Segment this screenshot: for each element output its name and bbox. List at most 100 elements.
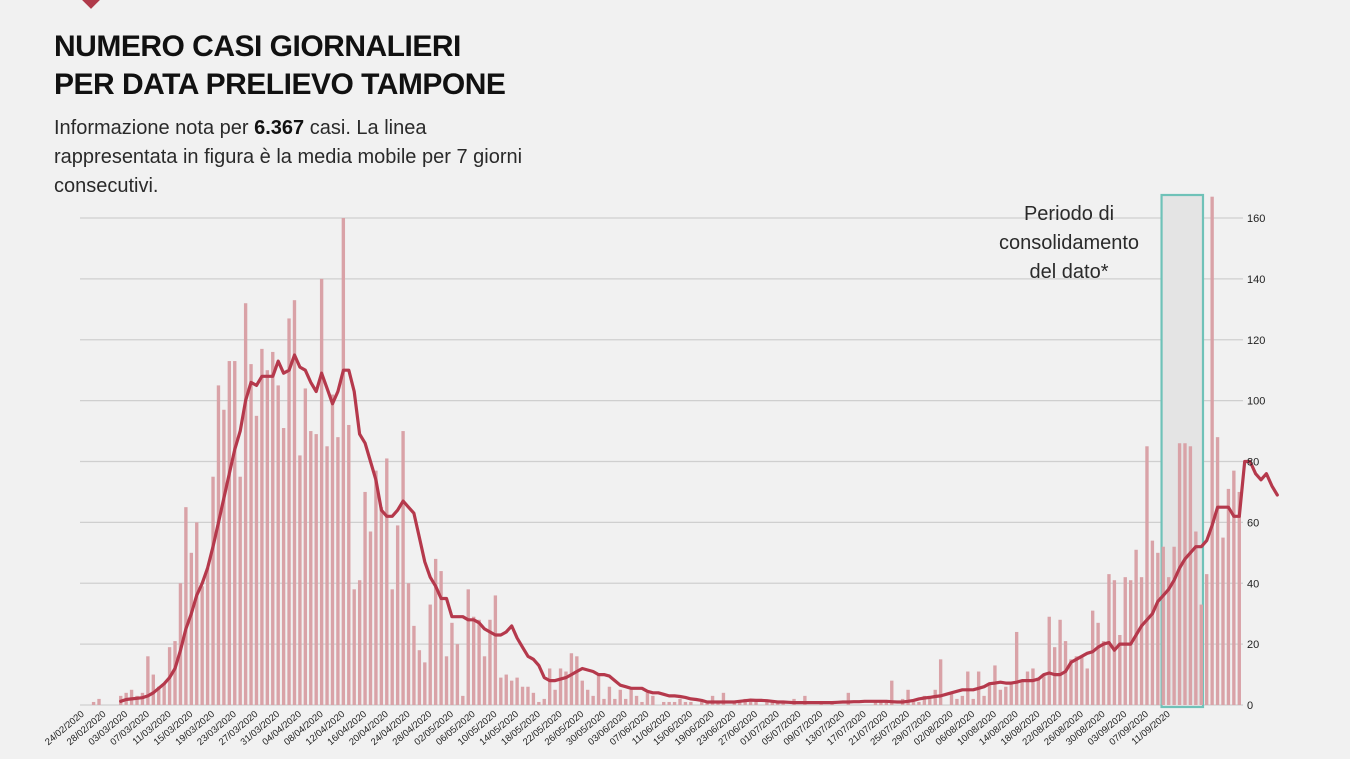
daily-case-bar [488, 619, 492, 705]
daily-case-bar [548, 668, 552, 705]
daily-case-bar [1183, 443, 1187, 705]
daily-case-bar [1085, 668, 1089, 705]
daily-case-bar [955, 698, 959, 705]
daily-case-bar [1145, 446, 1149, 705]
subtitle-suffix: casi. La linea rappresentata in figura è… [54, 117, 523, 197]
daily-case-bar [1107, 574, 1111, 705]
daily-case-bar [461, 695, 465, 705]
daily-case-bar [678, 698, 682, 705]
daily-case-bar [613, 698, 617, 705]
moving-average-line-group [119, 353, 1279, 705]
daily-case-bar [846, 692, 851, 705]
daily-case-bar [97, 698, 101, 705]
daily-case-bar [1194, 531, 1198, 705]
daily-case-bar [493, 595, 498, 705]
daily-case-bar [580, 680, 584, 705]
chart-title-line-1: NUMERO CASI GIORNALIERI [54, 30, 461, 63]
daily-case-bar [721, 692, 726, 705]
daily-case-bar [195, 522, 199, 705]
daily-case-bar [700, 701, 704, 705]
daily-case-bar [243, 303, 248, 705]
daily-case-bar [330, 394, 335, 705]
daily-case-bar [471, 616, 476, 705]
daily-case-bar [1004, 686, 1008, 705]
daily-case-bar [254, 415, 259, 705]
chart-subtitle: Informazione nota per 6.367 casi. La lin… [54, 114, 524, 201]
daily-case-bar [477, 619, 481, 705]
daily-case-bar [564, 671, 568, 705]
daily-case-bar [1232, 470, 1236, 705]
daily-case-bar [928, 698, 932, 705]
daily-case-bar [971, 698, 975, 705]
y-tick-label: 160 [1247, 213, 1265, 225]
daily-case-bar [325, 446, 329, 705]
daily-case-bar [911, 701, 916, 705]
daily-case-bar [504, 674, 508, 705]
daily-case-bar [276, 385, 280, 705]
subtitle-prefix: Informazione nota per [54, 117, 249, 139]
daily-case-bar [444, 656, 449, 705]
daily-case-bar [803, 695, 807, 705]
daily-case-bar [211, 476, 215, 705]
chart-title-line-2: PER DATA PRELIEVO TAMPONE [54, 68, 506, 101]
daily-case-bar [227, 361, 232, 705]
y-tick-label: 100 [1247, 396, 1265, 408]
daily-case-bar [379, 507, 384, 705]
daily-case-bar [238, 476, 242, 705]
daily-case-bar [1215, 437, 1220, 705]
daily-case-bar [200, 586, 204, 705]
daily-case-bar [1167, 577, 1171, 705]
daily-case-bar [542, 698, 546, 705]
daily-case-bar [1134, 549, 1138, 705]
daily-case-bar [433, 558, 438, 705]
daily-case-bar [292, 300, 297, 705]
daily-case-bar [1210, 196, 1214, 705]
daily-case-bar [922, 695, 927, 705]
daily-case-bar [575, 656, 579, 705]
daily-case-bar [667, 701, 671, 705]
daily-case-bar [423, 662, 427, 705]
daily-case-bar [1047, 616, 1051, 705]
daily-case-bar [1036, 677, 1041, 705]
daily-case-bar [672, 701, 677, 705]
daily-case-bar [640, 701, 644, 705]
daily-case-bar [949, 692, 954, 705]
chart-title: NUMERO CASI GIORNALIERI PER DATA PRELIEV… [54, 28, 506, 104]
daily-case-bar [629, 689, 633, 705]
daily-case-bar [385, 458, 389, 705]
daily-case-bar [520, 686, 525, 705]
daily-case-bar [216, 385, 221, 705]
annotation-group: Periodo di consolidamento del dato* [999, 203, 1139, 283]
daily-case-bar [509, 680, 514, 705]
daily-case-bar [1221, 537, 1225, 705]
daily-case-bar [357, 580, 362, 705]
consolidation-annotation-line: del dato* [1030, 261, 1109, 283]
daily-case-bar [271, 351, 275, 705]
daily-case-bar [314, 434, 318, 705]
daily-case-bar [146, 656, 150, 705]
daily-case-bar [982, 695, 986, 705]
daily-case-bar [602, 698, 606, 705]
daily-case-bar [363, 491, 367, 705]
daily-case-bar [591, 695, 595, 705]
daily-case-bar [260, 348, 264, 705]
y-tick-label: 20 [1247, 639, 1259, 651]
daily-case-bar [450, 622, 454, 705]
daily-case-bar [1101, 641, 1106, 705]
daily-case-bar [884, 701, 889, 705]
daily-case-bar [890, 680, 894, 705]
daily-case-bar [651, 695, 655, 705]
daily-case-bar [770, 701, 774, 705]
daily-case-bar [1188, 446, 1193, 705]
daily-case-bar [1172, 546, 1176, 705]
daily-case-bar [390, 589, 394, 705]
daily-case-bar [553, 689, 557, 705]
daily-case-bar [1205, 574, 1209, 705]
daily-case-bar [222, 409, 226, 705]
daily-case-bar [879, 701, 883, 705]
daily-case-bar [1177, 443, 1182, 705]
daily-case-bar [1042, 674, 1046, 705]
daily-case-bar [689, 701, 693, 705]
y-tick-label: 60 [1247, 517, 1259, 529]
